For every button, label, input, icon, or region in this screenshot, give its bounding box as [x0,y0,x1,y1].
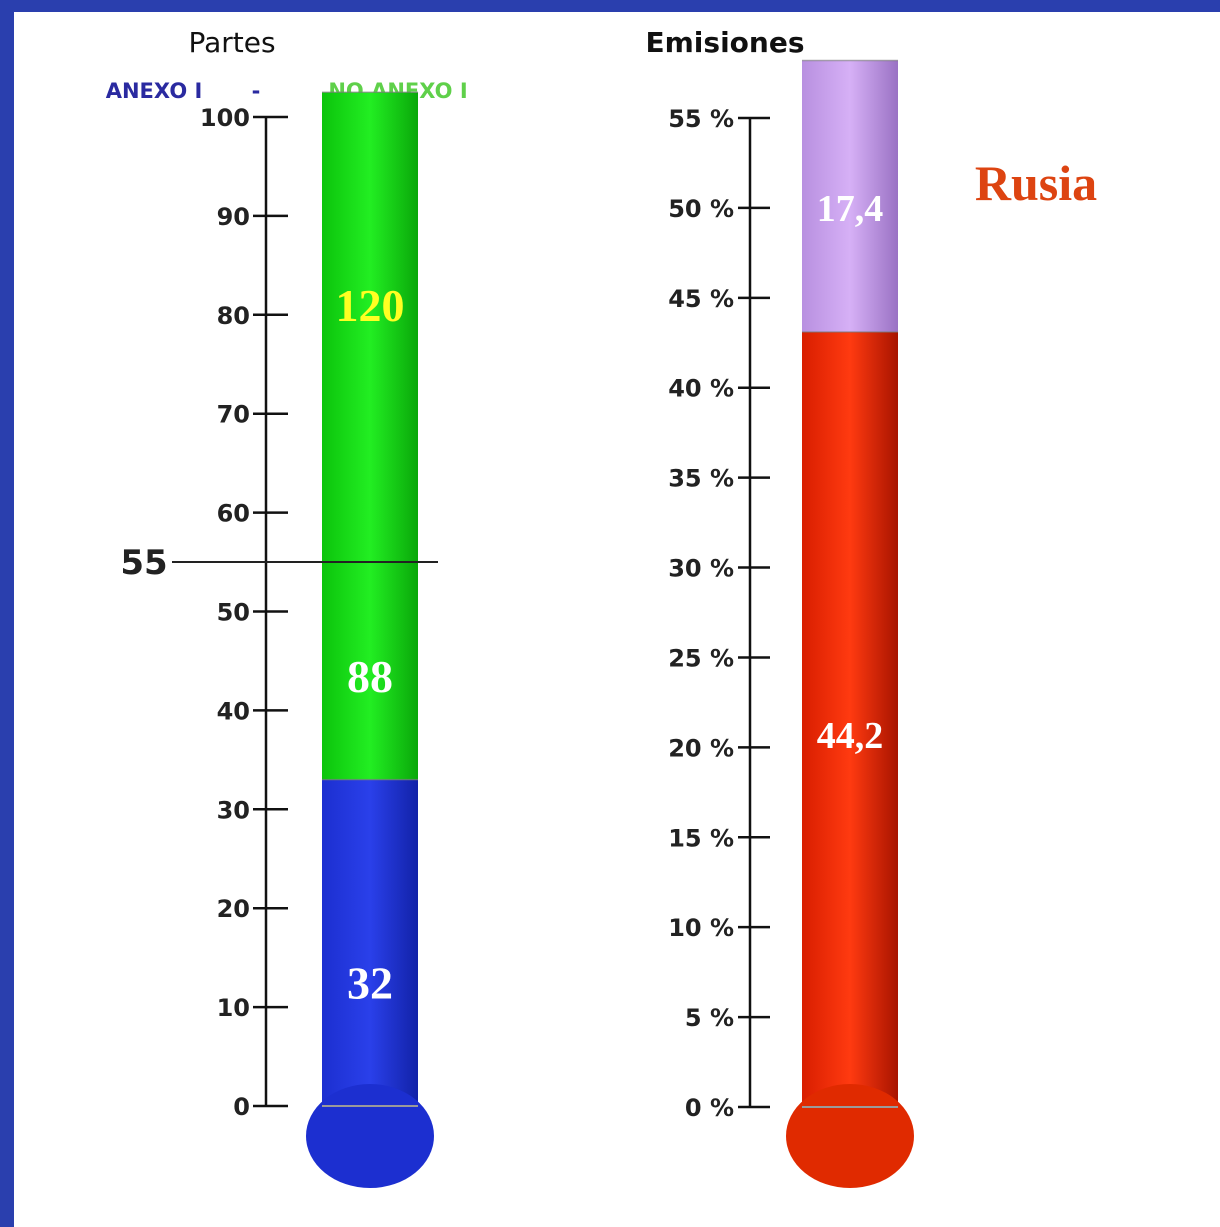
y-tick-label: 60 [217,500,250,528]
bar-value-label: 32 [347,957,393,1008]
y-tick-label: 30 % [668,555,734,583]
y-tick-label: 45 % [668,285,734,313]
bar-value-label: 17,4 [817,188,884,230]
threshold-label: 55 [120,543,167,583]
y-tick-label: 15 % [668,824,734,852]
y-tick-label: 70 [217,401,250,429]
y-tick-label: 55 % [668,105,734,133]
y-tick-label: 50 % [668,195,734,223]
y-tick-label: 35 % [668,465,734,493]
y-tick-label: 20 % [668,734,734,762]
legend-anexo-label: ANEXO I [106,79,203,103]
y-tick-label: 50 [217,599,250,627]
y-tick-label: 80 [217,302,250,330]
right-chart: 0 % 5 % 10 % 15 % 20 % 25 % 30 % 35 % 40 % 45 % 50… [668,59,914,1188]
y-tick-label: 90 [217,203,250,231]
bar-segment-32 [322,779,418,1106]
bar-segment-17,4 [802,60,898,332]
left-chart: 0 10 20 30 40 50 60 70 80 90 100 32 88 120 55 [120,91,438,1188]
y-tick-label: 25 % [668,644,734,672]
y-tick-label: 10 [217,994,250,1022]
y-tick-label: 5 % [685,1004,734,1032]
bar-value-label: 88 [347,651,393,702]
left-chart-title: Partes [188,26,275,59]
y-tick-label: 20 [217,895,250,923]
y-tick-label: 10 % [668,914,734,942]
thermometer-bulb [306,1084,434,1188]
y-tick-label: 40 [217,697,250,725]
y-tick-label: 0 [233,1093,250,1121]
thermometer-bulb [786,1084,914,1188]
rusia-annotation: Rusia [975,155,1097,211]
y-tick-label: 0 % [685,1094,734,1122]
y-tick-label: 40 % [668,375,734,403]
right-chart-title: Emisiones [646,26,805,59]
y-tick-label: 100 [200,104,250,132]
bar-segment-44,2 [802,331,898,1107]
bar-value-label: 44,2 [817,715,884,757]
legend-dash-label: - [252,79,261,103]
slide-canvas: Partes ANEXO I - NO ANEXO I 0 10 20 30 40 50 6… [14,12,1220,1227]
bar-segment-88 [322,92,418,780]
bar-value-label: 120 [336,280,405,331]
y-tick-label: 30 [217,796,250,824]
charts-svg: Partes ANEXO I - NO ANEXO I 010203040506… [106,26,1097,1188]
